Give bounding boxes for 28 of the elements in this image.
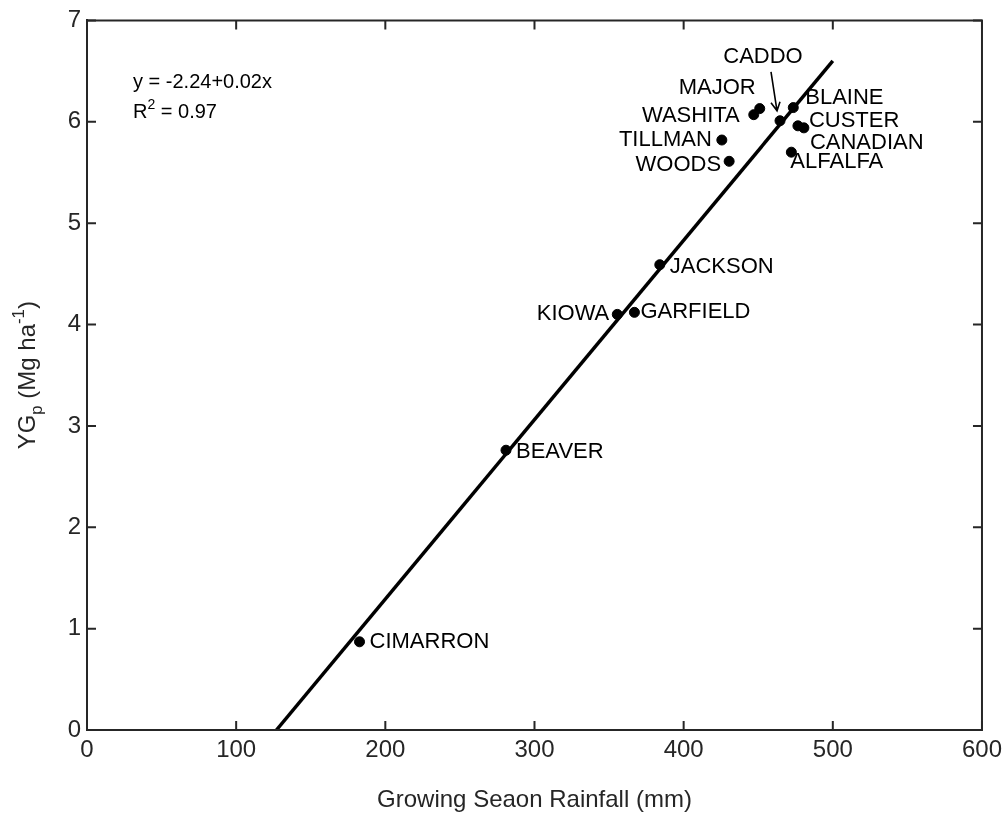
y-tick-label: 6	[67, 106, 81, 134]
y-tick-label: 3	[67, 410, 81, 438]
y-axis-title: YGp (Mg ha-1)	[8, 301, 46, 450]
y-tick-label: 4	[67, 309, 81, 337]
y-tick-label: 7	[67, 5, 81, 33]
annotation: y = -2.24+0.02x	[133, 69, 272, 92]
annotation: BEAVER	[516, 438, 604, 464]
x-tick-label: 300	[514, 735, 555, 763]
annotation: CIMARRON	[369, 627, 490, 653]
annotation: GARFIELD	[640, 298, 751, 324]
y-tick-label: 5	[67, 207, 81, 235]
annotation: WASHITA	[641, 101, 741, 127]
y-tick-label: 2	[67, 511, 81, 539]
x-tick-label: 500	[812, 735, 853, 763]
y-tick-label: 0	[67, 714, 81, 742]
x-tick-label: 600	[961, 735, 1002, 763]
x-tick-label: 400	[663, 735, 704, 763]
annotation: WOODS	[635, 151, 722, 177]
annotation: KIOWA	[536, 300, 610, 326]
annotation: MAJOR	[678, 73, 756, 99]
annotation: TILLMAN	[618, 126, 712, 152]
y-tick-label: 1	[67, 613, 81, 641]
x-tick-label: 100	[216, 735, 257, 763]
annotation: JACKSON	[669, 252, 774, 278]
x-tick-label: 200	[365, 735, 406, 763]
annotation: BLAINE	[805, 83, 884, 109]
x-axis-title: Growing Seaon Rainfall (mm)	[377, 784, 692, 812]
annotation: CADDO	[723, 42, 803, 68]
